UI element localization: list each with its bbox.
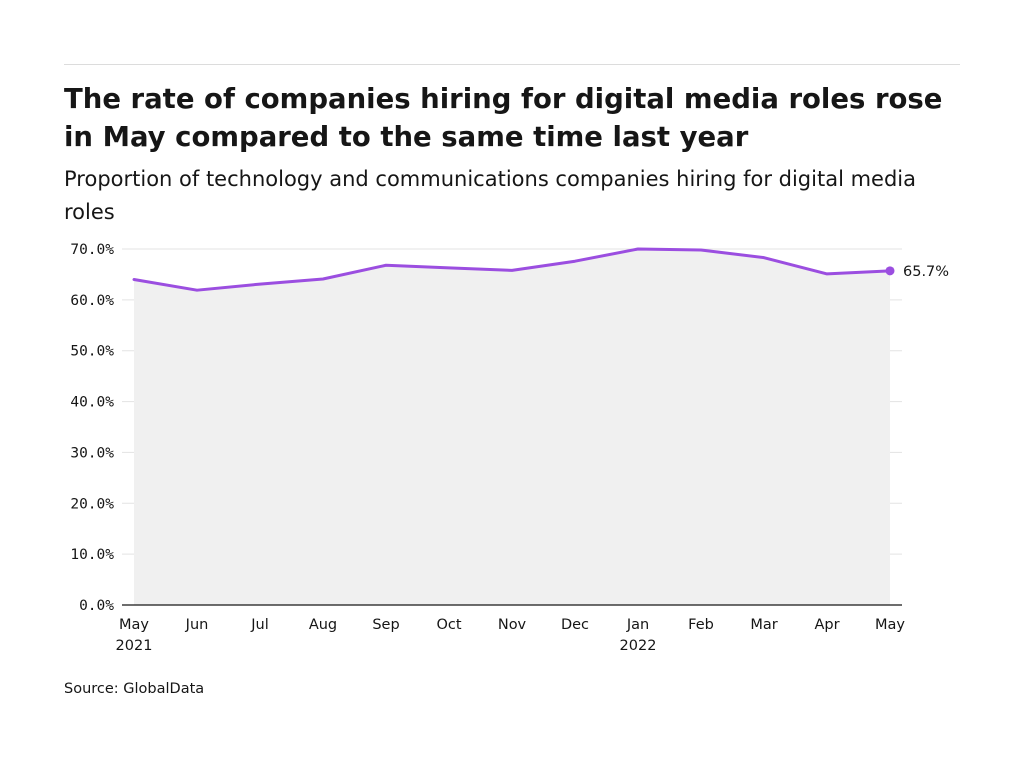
series-line	[132, 247, 892, 292]
x-tick-label: Apr	[814, 617, 839, 633]
top-divider	[64, 64, 960, 65]
chart-title: The rate of companies hiring for digital…	[64, 83, 943, 153]
x-tick-label: Oct	[436, 617, 461, 633]
x-tick-label: Jun	[185, 617, 209, 633]
y-tick-label: 30.0%	[70, 445, 114, 461]
series-line-layer	[132, 247, 895, 292]
y-tick-label: 40.0%	[70, 395, 114, 411]
end-value-label: 65.7%	[903, 264, 949, 280]
y-tick-label: 0.0%	[79, 598, 114, 614]
source-note: Source: GlobalData	[64, 681, 205, 697]
y-tick-label: 70.0%	[70, 242, 114, 258]
y-tick-labels: 0.0% 10.0% 20.0% 30.0% 40.0% 50.0% 60.0% 70.0%	[70, 242, 114, 614]
x-tick-year-label: 2022	[620, 638, 657, 654]
x-tick-label: Jan	[626, 617, 649, 633]
data-label-layer: 65.7%	[903, 264, 949, 280]
x-tick-label: Jul	[250, 617, 269, 633]
x-tick-label: Aug	[309, 617, 337, 633]
x-tick-label: Feb	[688, 617, 714, 633]
x-tick-label: Mar	[750, 617, 777, 633]
y-tick-label: 20.0%	[70, 496, 114, 512]
x-tick-labels: May 2021 Jun Jul Aug Sep Oct Nov Dec Jan 2022 Feb Ma…	[116, 617, 906, 654]
x-tick-year-label: 2021	[116, 638, 153, 654]
x-tick-label: May	[119, 617, 149, 633]
chart-subtitle: Proportion of technology and communicati…	[64, 167, 916, 224]
x-tick-label: May	[875, 617, 905, 633]
y-tick-label: 10.0%	[70, 547, 114, 563]
y-tick-label: 50.0%	[70, 344, 114, 360]
y-tick-label: 60.0%	[70, 293, 114, 309]
area-fill	[134, 249, 890, 605]
x-tick-label: Sep	[372, 617, 399, 633]
area-fill-layer	[134, 249, 890, 605]
x-tick-label: Dec	[561, 617, 589, 633]
end-point-marker	[885, 266, 895, 276]
x-tick-label: Nov	[498, 617, 527, 633]
